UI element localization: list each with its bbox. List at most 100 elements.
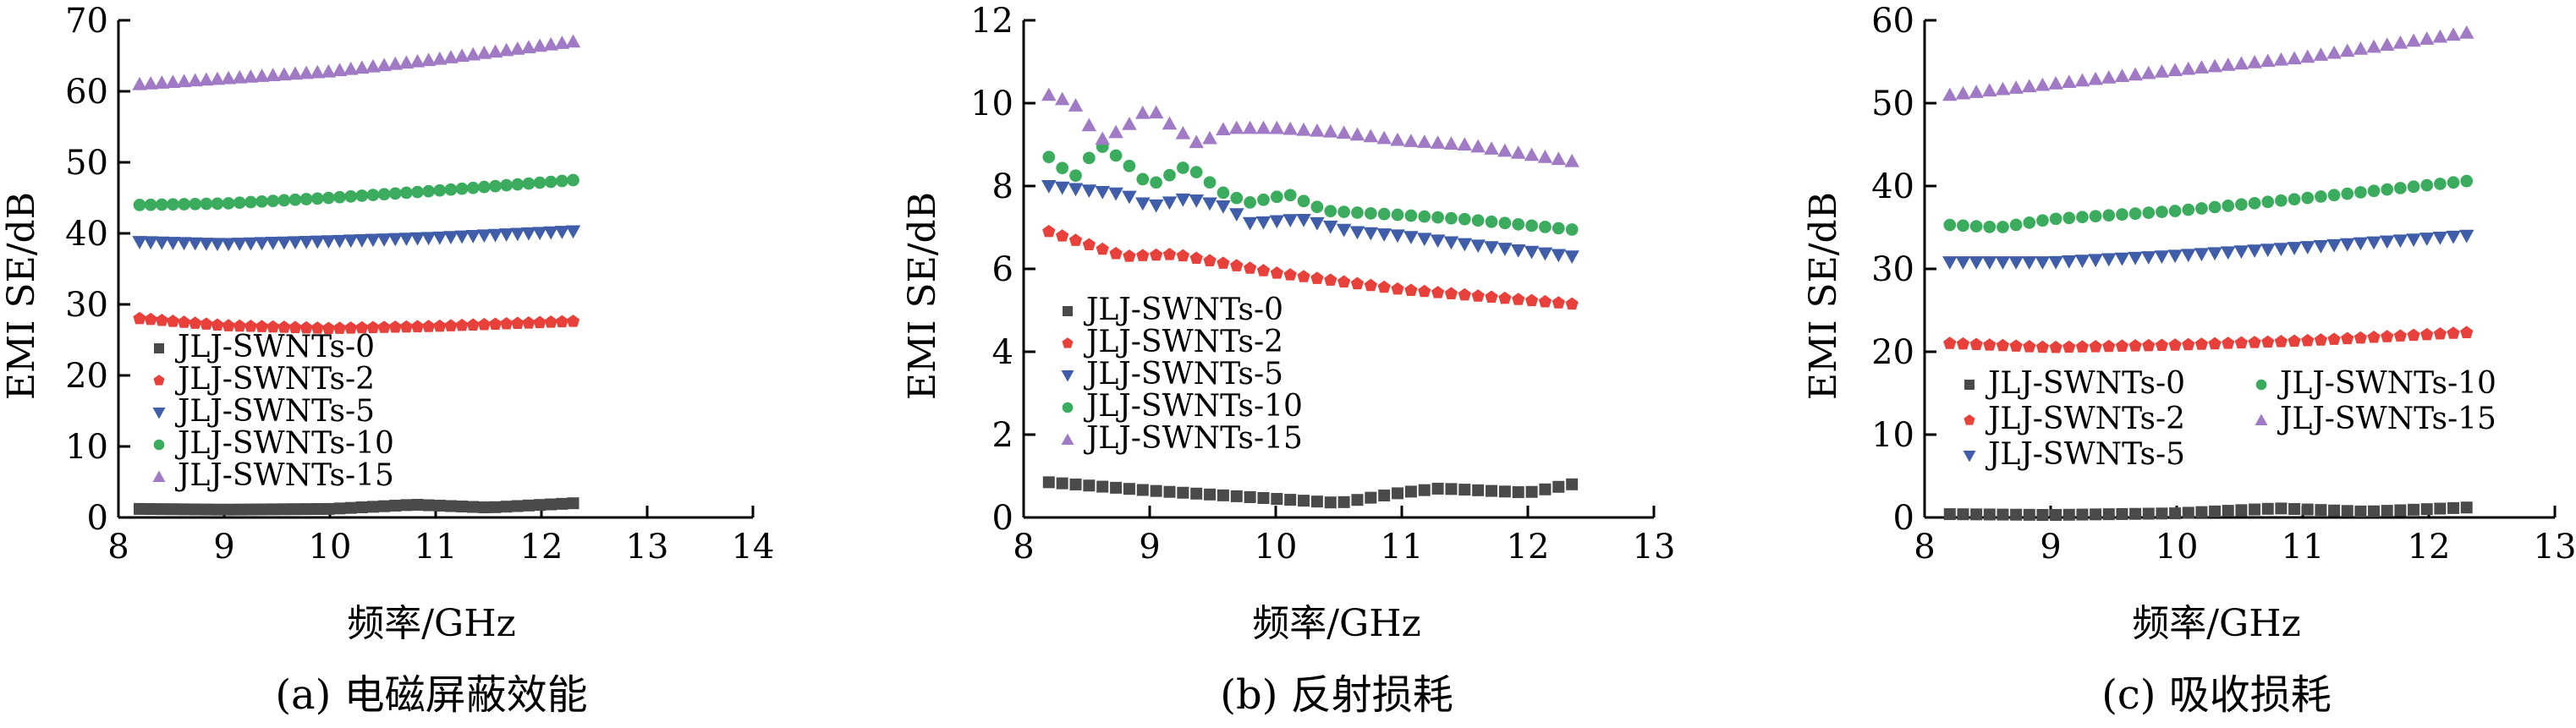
data-point	[2326, 238, 2342, 253]
series-JLJ-SWNTs-2	[133, 311, 580, 335]
data-point	[1163, 168, 1176, 182]
data-point	[1096, 480, 1109, 493]
x-tick-label: 11	[415, 528, 458, 567]
data-point	[344, 321, 358, 334]
data-point	[1498, 291, 1512, 304]
data-point	[465, 229, 481, 244]
data-point	[566, 315, 580, 327]
data-point	[1430, 234, 1446, 249]
legend-marker	[1061, 370, 1074, 382]
data-point	[1324, 205, 1337, 218]
data-point	[2366, 39, 2381, 53]
data-point	[1418, 284, 1431, 298]
data-point	[1983, 221, 1997, 233]
y-tick-label: 8	[992, 167, 1013, 206]
data-point	[1108, 124, 1123, 139]
data-point	[1283, 189, 1297, 202]
data-point	[2208, 200, 2222, 214]
data-point	[1256, 264, 1271, 276]
data-point	[1565, 297, 1579, 310]
data-point	[1552, 480, 1565, 493]
series-JLJ-SWNTs-5	[132, 225, 581, 252]
data-point	[544, 315, 557, 328]
data-point	[2062, 340, 2076, 353]
data-point	[2275, 502, 2288, 515]
data-point	[1376, 130, 1392, 145]
data-point	[1525, 485, 1538, 498]
data-point	[2339, 238, 2355, 252]
data-point	[1269, 215, 1285, 229]
data-point	[277, 67, 292, 81]
x-axis-title: 频率/GHz	[2132, 602, 2301, 645]
data-point	[1216, 122, 1231, 136]
data-point	[2367, 184, 2381, 198]
data-point	[2367, 330, 2381, 343]
data-point	[534, 499, 547, 512]
data-point	[310, 235, 326, 249]
data-point	[2090, 508, 2102, 521]
data-point	[1365, 491, 1377, 504]
data-point	[1510, 145, 1526, 159]
data-point	[266, 194, 280, 207]
data-point	[1564, 153, 1579, 167]
data-point	[2446, 230, 2461, 244]
series-JLJ-SWNTs-2	[1943, 326, 2474, 353]
data-point	[2419, 31, 2435, 45]
data-point	[2353, 237, 2369, 251]
data-point	[1537, 247, 1553, 261]
x-tick-label: 9	[1139, 528, 1160, 567]
data-point	[422, 320, 436, 332]
data-point	[467, 501, 480, 513]
data-point	[2299, 241, 2315, 255]
data-point	[1497, 143, 1513, 157]
data-point	[2009, 218, 2023, 232]
data-point	[511, 500, 524, 512]
data-point	[2341, 331, 2354, 345]
data-point	[2194, 248, 2210, 262]
data-point	[1443, 236, 1459, 250]
x-axis-title: 频率/GHz	[347, 602, 516, 645]
data-point	[311, 503, 324, 516]
data-point	[2035, 256, 2051, 270]
data-point	[2433, 326, 2447, 340]
x-tick-label: 8	[1013, 528, 1034, 567]
data-point	[1230, 259, 1244, 271]
data-point	[2327, 332, 2341, 345]
data-point	[2182, 203, 2195, 216]
data-point	[2048, 76, 2063, 90]
x-tick-label: 12	[520, 528, 563, 567]
y-axis-title: EMI SE/dB	[1802, 192, 1845, 400]
data-point	[2447, 501, 2460, 514]
data-point	[2009, 339, 2023, 352]
data-point	[2062, 508, 2075, 521]
series-JLJ-SWNTs-5	[1942, 229, 2474, 270]
data-point	[2101, 253, 2117, 267]
data-point	[454, 48, 470, 63]
data-point	[2155, 338, 2169, 352]
series-JLJ-SWNTs-2	[1042, 224, 1579, 310]
data-point	[189, 316, 202, 329]
data-point	[143, 236, 158, 250]
data-point	[510, 41, 525, 55]
y-tick-label: 4	[992, 333, 1013, 372]
data-point	[1230, 191, 1244, 205]
data-point	[521, 227, 536, 241]
data-point	[1150, 484, 1162, 497]
data-point	[1351, 206, 1364, 219]
data-point	[1283, 121, 1298, 135]
data-point	[211, 197, 224, 211]
data-point	[299, 320, 313, 334]
data-point	[400, 499, 413, 512]
data-point	[1969, 337, 1983, 351]
data-point	[211, 503, 223, 516]
data-point	[1471, 289, 1485, 302]
data-point	[500, 501, 513, 513]
data-point	[432, 231, 448, 245]
data-point	[333, 502, 346, 515]
data-point	[544, 175, 557, 189]
data-point	[1175, 125, 1191, 140]
data-point	[1216, 200, 1231, 214]
data-point	[554, 226, 570, 239]
data-point	[409, 232, 426, 246]
data-point	[2022, 256, 2037, 270]
